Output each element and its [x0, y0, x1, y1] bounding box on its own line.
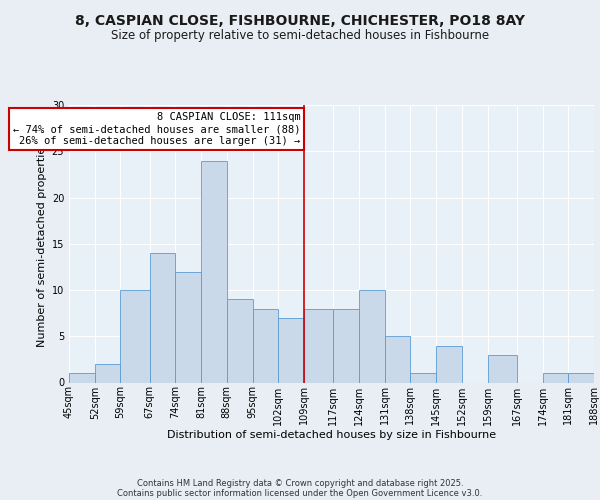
Text: Contains public sector information licensed under the Open Government Licence v3: Contains public sector information licen… [118, 488, 482, 498]
Bar [334, 308, 359, 382]
Bar [150, 253, 175, 382]
Bar [385, 336, 410, 382]
Text: Contains HM Land Registry data © Crown copyright and database right 2025.: Contains HM Land Registry data © Crown c… [137, 478, 463, 488]
Bar [436, 346, 462, 383]
Bar [253, 308, 278, 382]
Bar [69, 373, 95, 382]
Bar [278, 318, 304, 382]
Bar [542, 373, 568, 382]
X-axis label: Distribution of semi-detached houses by size in Fishbourne: Distribution of semi-detached houses by … [167, 430, 496, 440]
Bar [304, 308, 334, 382]
Bar [410, 373, 436, 382]
Bar [201, 160, 227, 382]
Bar [488, 355, 517, 382]
Bar [359, 290, 385, 382]
Text: Size of property relative to semi-detached houses in Fishbourne: Size of property relative to semi-detach… [111, 28, 489, 42]
Bar [227, 299, 253, 382]
Bar [568, 373, 594, 382]
Bar [121, 290, 150, 382]
Text: 8, CASPIAN CLOSE, FISHBOURNE, CHICHESTER, PO18 8AY: 8, CASPIAN CLOSE, FISHBOURNE, CHICHESTER… [75, 14, 525, 28]
Bar [95, 364, 121, 382]
Y-axis label: Number of semi-detached properties: Number of semi-detached properties [37, 141, 47, 347]
Text: 8 CASPIAN CLOSE: 111sqm
← 74% of semi-detached houses are smaller (88)
26% of se: 8 CASPIAN CLOSE: 111sqm ← 74% of semi-de… [13, 112, 300, 146]
Bar [175, 272, 201, 382]
